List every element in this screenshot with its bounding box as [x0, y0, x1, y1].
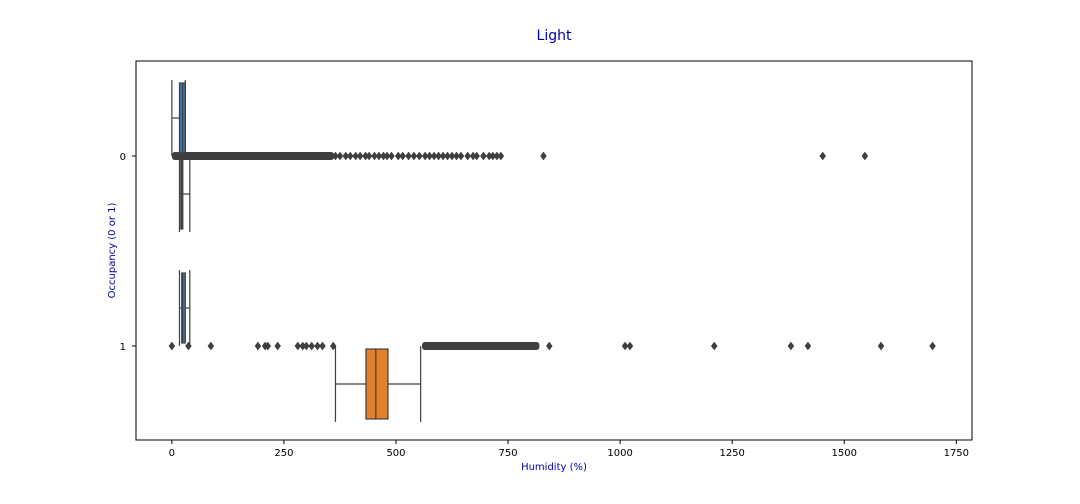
outlier-point: [314, 341, 321, 351]
outlier-point: [329, 341, 337, 351]
outlier-point: [861, 151, 869, 161]
outlier-point: [545, 341, 553, 351]
outlier-point: [819, 151, 827, 161]
outlier-point: [185, 341, 192, 351]
outlier-point: [426, 151, 433, 161]
outlier-point: [362, 151, 369, 161]
outlier-point: [346, 151, 354, 161]
y-tick-label: 0: [120, 152, 126, 163]
outlier-point: [626, 341, 634, 351]
x-tick-label: 1500: [832, 448, 857, 459]
outlier-point: [410, 151, 418, 161]
outlier-point: [294, 341, 302, 351]
outlier-point: [388, 151, 395, 161]
outlier-point: [319, 341, 326, 351]
y-tick-label: 1: [120, 342, 126, 353]
outlier-point: [439, 151, 447, 161]
x-tick-label: 250: [274, 448, 293, 459]
outlier-band: [421, 342, 540, 350]
outlier-point: [710, 341, 718, 351]
outlier-point: [308, 341, 316, 351]
outlier-point: [380, 151, 387, 161]
box-B: [334, 346, 422, 422]
outlier-point: [444, 151, 451, 161]
outlier-point: [435, 151, 442, 161]
outlier-point: [371, 151, 378, 161]
outlier-point: [480, 151, 487, 161]
plot-frame: [135, 60, 973, 441]
x-axis: 0 250 500 750 1000 1250 1500 1750: [169, 440, 969, 459]
x-tick-label: 1750: [944, 448, 969, 459]
outlier-point: [336, 151, 344, 161]
box-B: [178, 156, 191, 232]
outlier-point: [342, 151, 350, 161]
outlier-point: [303, 341, 310, 351]
x-tick-label: 1250: [719, 448, 744, 459]
outlier-point: [804, 341, 812, 351]
y-axis: 01: [120, 152, 136, 353]
outlier-point: [254, 341, 262, 351]
outlier-point: [356, 151, 364, 161]
outlier-point: [375, 151, 383, 161]
outlier-point: [264, 341, 272, 351]
outlier-point: [405, 151, 412, 161]
x-tick-label: 0: [169, 448, 175, 459]
outlier-point: [168, 341, 176, 351]
outlier-band: [171, 152, 335, 160]
outlier-point: [399, 151, 407, 161]
outlier-point: [787, 341, 795, 351]
x-axis-label: Humidity (%): [521, 462, 587, 473]
outlier-point: [207, 341, 215, 351]
box-group-1: [168, 270, 936, 422]
outlier-point: [274, 341, 281, 351]
outlier-point: [352, 151, 359, 161]
outlier-point: [540, 151, 547, 161]
box-A: [178, 270, 191, 346]
x-tick-label: 1000: [607, 448, 632, 459]
outlier-point: [415, 151, 423, 161]
outlier-point: [430, 151, 438, 161]
y-axis-label: Occupancy (0 or 1): [107, 203, 118, 299]
outlier-point: [448, 151, 456, 161]
outlier-point: [457, 151, 465, 161]
plot-area: [168, 80, 936, 422]
box-A: [171, 80, 186, 156]
outlier-point: [485, 151, 493, 161]
outlier-point: [332, 151, 339, 161]
x-tick-label: 500: [386, 448, 405, 459]
outlier-point: [421, 151, 429, 161]
outlier-point: [453, 151, 460, 161]
outlier-point: [877, 341, 885, 351]
outlier-point: [464, 151, 472, 161]
outlier-point: [621, 341, 629, 351]
box-rect: [365, 348, 389, 420]
x-tick-label: 750: [499, 448, 518, 459]
outlier-point: [469, 151, 477, 161]
outlier-point: [394, 151, 402, 161]
box-rect: [181, 272, 186, 344]
chart-title: Light: [537, 28, 572, 44]
box-group-0: [171, 80, 869, 232]
outlier-point: [929, 341, 936, 351]
